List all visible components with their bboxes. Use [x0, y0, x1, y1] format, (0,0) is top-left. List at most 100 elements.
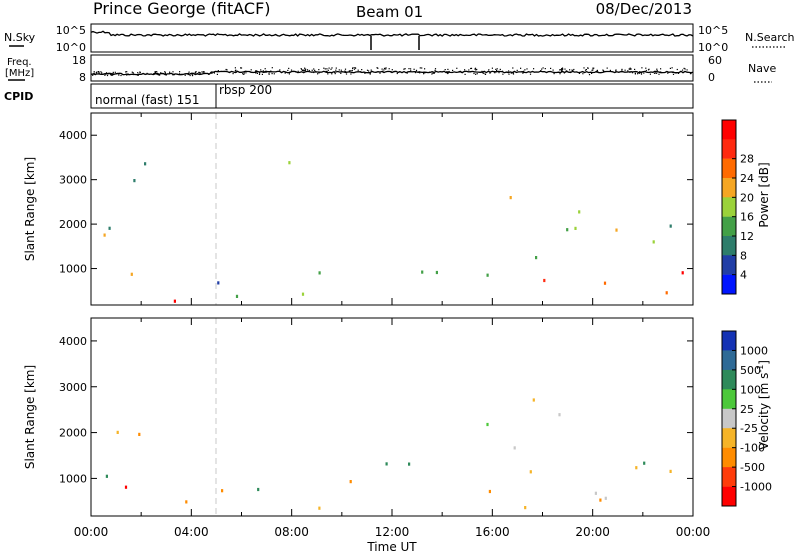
freq-tick-top: 18 [72, 54, 86, 67]
nave-dot [131, 71, 133, 73]
nave-dot [470, 67, 473, 69]
nave-dot [542, 67, 544, 69]
nave-dot [369, 72, 371, 74]
nave-dot [571, 69, 573, 71]
velocity-x-ticks [90, 318, 694, 516]
nave-dot [529, 73, 532, 75]
nave-dot [325, 70, 327, 72]
nave-dot [494, 72, 496, 74]
nave-dot [235, 71, 237, 73]
nave-dot [464, 69, 466, 71]
nave-dot [159, 74, 161, 76]
nave-dot [345, 73, 348, 75]
nave-dot [156, 73, 158, 75]
nave-dot [317, 73, 319, 75]
nave-dot [156, 71, 158, 73]
nave-dot [606, 67, 608, 69]
nave-dot [658, 71, 661, 73]
velocity-ylabel: Slant Range [km] [23, 365, 37, 469]
colorbar-swatch [722, 350, 736, 371]
heatmap-cell [635, 466, 638, 470]
nave-dot [561, 68, 563, 70]
nave-dot [258, 73, 261, 75]
nave-dot [273, 73, 275, 75]
colorbar-swatch [722, 331, 736, 351]
nave-dot [110, 74, 112, 76]
nave-dot [424, 72, 426, 74]
heatmap-cell [604, 496, 607, 500]
nave-dot [318, 72, 320, 74]
velocity-colorbar-label-sup: -1 [756, 365, 765, 373]
nave-dot [270, 70, 272, 72]
station-title: Prince George (fitACF) [93, 0, 271, 18]
nave-dot [660, 68, 662, 70]
heatmap-cell [288, 161, 291, 165]
nave-dot [631, 72, 634, 74]
heatmap-cell [235, 294, 239, 298]
colorbar-tick-label: -1000 [740, 481, 772, 494]
heatmap-cell [652, 240, 655, 244]
nave-dot [191, 75, 194, 77]
nave-dot [204, 72, 206, 74]
beam-title: Beam 01 [356, 3, 423, 21]
nave-dot [658, 73, 660, 75]
nave-dot [331, 73, 333, 75]
nave-dot [585, 69, 587, 71]
nave-dot [242, 73, 244, 75]
nave-dot [366, 69, 369, 71]
nave-dot [210, 71, 212, 74]
nave-dots [92, 67, 692, 77]
colorbar-tick-label: 25 [740, 403, 754, 416]
nave-dot [522, 71, 525, 73]
colorbar-swatch [722, 197, 736, 217]
nave-dot [474, 68, 476, 70]
nave-dot [672, 71, 674, 74]
nave-dot [211, 72, 213, 74]
nave-dot [383, 67, 386, 69]
heatmap-cell [349, 480, 352, 484]
nave-dot [564, 68, 566, 70]
nave-dot [368, 70, 370, 72]
nave-dot [676, 68, 678, 71]
nave-dot [344, 70, 346, 72]
heatmap-cell [173, 299, 176, 303]
heatmap-cell [103, 233, 106, 237]
nave-dot [305, 68, 307, 70]
nave-dot [475, 69, 477, 71]
nave-dot [624, 69, 626, 71]
power-colorbar: 4 8 12 16 20 24 28 [721, 119, 754, 295]
nave-dot [615, 69, 617, 71]
x-tick-label: 00:00 [676, 525, 711, 539]
colorbar-swatch [722, 178, 736, 198]
colorbar-swatch [722, 236, 736, 256]
nave-dot [686, 69, 688, 71]
nave-dot [364, 72, 366, 74]
heatmap-cell [594, 491, 597, 495]
nave-dot [184, 74, 186, 76]
nave-dot [328, 67, 330, 69]
nave-dot [377, 67, 379, 69]
nave-dot [639, 71, 641, 73]
nave-dot [593, 67, 595, 69]
nave-dot [496, 70, 498, 72]
nave-dot [433, 72, 435, 74]
nave-dot [629, 67, 631, 69]
x-tick-label: 04:00 [174, 525, 209, 539]
nave-dot [424, 68, 426, 70]
nave-dot [288, 67, 290, 69]
nave-dot [352, 68, 354, 70]
nave-dot [154, 72, 156, 75]
nave-dot [157, 73, 159, 75]
nave-dot [133, 73, 135, 75]
nave-dot [634, 68, 636, 70]
nave-dot [483, 72, 485, 74]
nave-dot [627, 70, 629, 72]
nave-dot [164, 72, 166, 74]
nave-dot [410, 68, 412, 70]
nave-dot [510, 72, 512, 74]
heatmap-cell [124, 485, 128, 489]
nave-dot [634, 73, 636, 75]
nave-dot [137, 74, 139, 76]
y-tick-label: 2000 [59, 218, 87, 231]
nave-dot [434, 68, 437, 70]
